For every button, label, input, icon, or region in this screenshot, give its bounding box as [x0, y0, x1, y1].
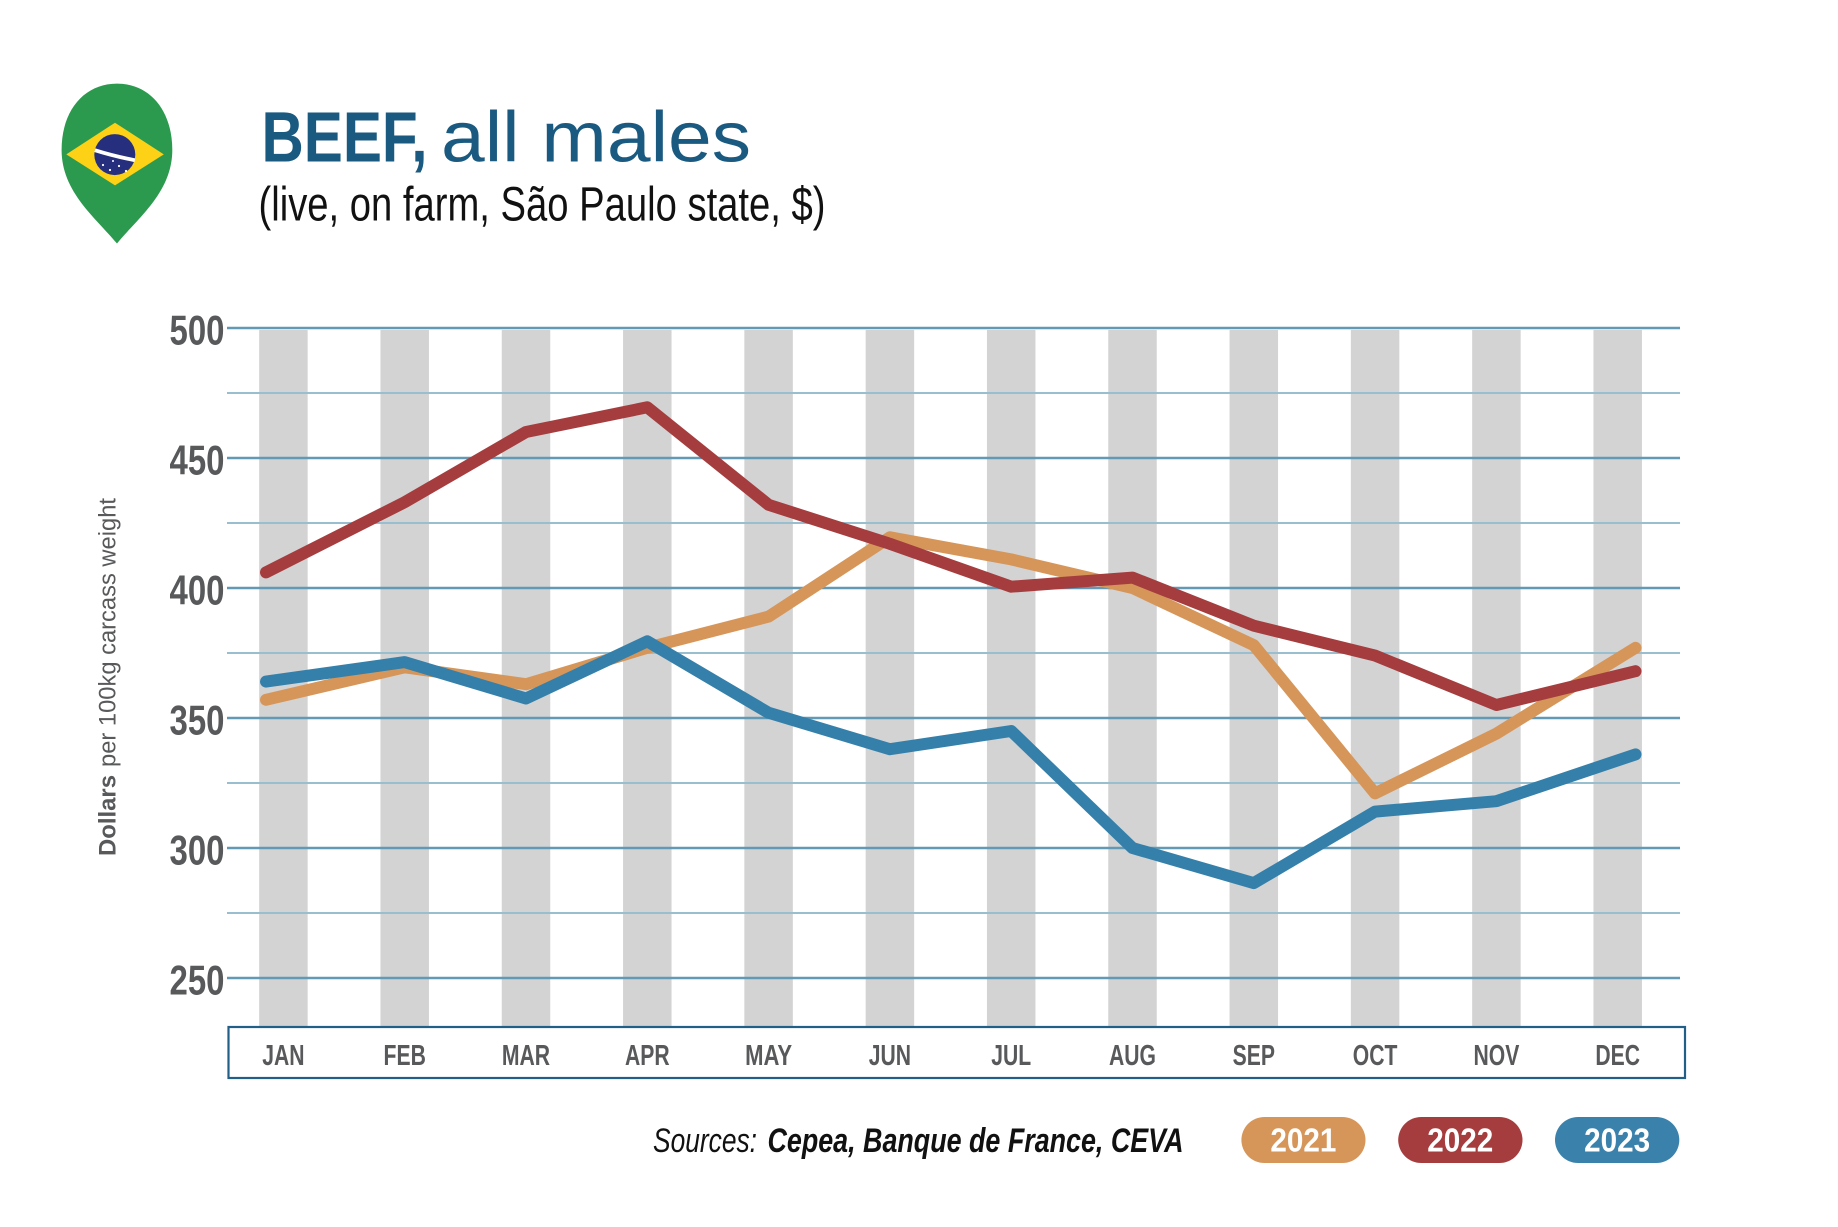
svg-text:JUN: JUN: [869, 1040, 911, 1072]
svg-text:2023: 2023: [1584, 1121, 1650, 1158]
svg-text:all males: all males: [441, 99, 751, 178]
svg-text:per 100kg carcass weight: per 100kg carcass weight: [95, 498, 122, 767]
svg-text:350: 350: [170, 696, 225, 743]
svg-text:JUL: JUL: [991, 1040, 1031, 1072]
svg-text:300: 300: [170, 826, 225, 873]
svg-text:NOV: NOV: [1474, 1040, 1520, 1072]
svg-text:Dollars: Dollars: [95, 775, 122, 856]
svg-text:MAY: MAY: [745, 1040, 792, 1072]
svg-text:FEB: FEB: [384, 1040, 426, 1072]
svg-text:400: 400: [170, 566, 225, 613]
svg-text:MAR: MAR: [502, 1040, 550, 1072]
svg-text:SEP: SEP: [1233, 1040, 1275, 1072]
svg-text:JAN: JAN: [262, 1040, 304, 1072]
svg-text:AUG: AUG: [1109, 1040, 1156, 1072]
svg-text:500: 500: [170, 306, 225, 353]
svg-text:OCT: OCT: [1353, 1040, 1398, 1072]
svg-text:DEC: DEC: [1595, 1040, 1640, 1072]
svg-text:2022: 2022: [1427, 1121, 1493, 1158]
svg-text:Sources:: Sources:: [653, 1122, 757, 1160]
svg-text:Cepea, Banque de France, CEVA: Cepea, Banque de France, CEVA: [768, 1122, 1184, 1160]
svg-text:250: 250: [170, 956, 225, 1003]
svg-text:BEEF,: BEEF,: [262, 99, 428, 178]
svg-text:2021: 2021: [1270, 1121, 1336, 1158]
svg-text:450: 450: [170, 436, 225, 483]
svg-text:APR: APR: [625, 1040, 670, 1072]
svg-text:(live, on farm, São Paulo stat: (live, on farm, São Paulo state, $): [259, 178, 826, 232]
